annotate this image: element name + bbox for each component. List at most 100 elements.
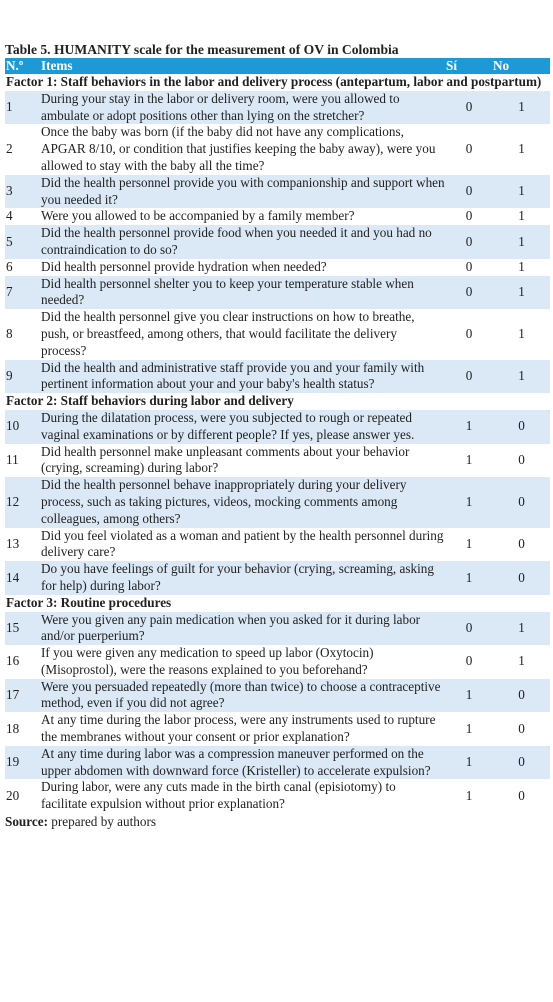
table-title: Table 5. HUMANITY scale for the measurem… — [5, 42, 399, 57]
header-cell: N.º — [5, 58, 40, 74]
item-number: 7 — [5, 275, 40, 310]
item-text: Did health personnel provide hydration w… — [41, 258, 327, 274]
yes-score: 1 — [465, 451, 473, 467]
yes-score: 1 — [445, 561, 492, 595]
item-text: At any time during labor was a compressi… — [40, 745, 445, 780]
item-row: 5 Did the health personnel provide food w… — [5, 225, 550, 259]
item-number: 18 — [6, 720, 20, 736]
item-row: 19 At any time during labor was a compres… — [5, 745, 550, 780]
yes-score: 1 — [445, 745, 492, 780]
item-row: 9 Did the health and administrative staff… — [5, 359, 550, 394]
item-number: 2 — [6, 141, 13, 157]
factor-title: Factor 2: Staff behaviors during labor a… — [6, 393, 294, 409]
item-text: Did the health personnel provide you wit… — [40, 174, 445, 209]
item-number: 20 — [6, 787, 20, 803]
item-number: 6 — [6, 258, 13, 274]
no-score: 0 — [518, 451, 525, 467]
item-number: 19 — [5, 745, 40, 780]
yes-score: 1 — [465, 535, 473, 551]
yes-score: 1 — [445, 477, 492, 528]
item-text: Were you given any pain medication when … — [40, 611, 445, 646]
item-number: 11 — [6, 451, 19, 467]
no-score: 0 — [492, 561, 550, 595]
item-row: 17 Were you persuaded repeatedly (more th… — [5, 678, 550, 713]
factor-row: Factor 3: Routine procedures — [5, 595, 550, 612]
item-row: 7 Did health personnel shelter you to kee… — [5, 275, 550, 310]
no-score: 0 — [492, 409, 550, 444]
no-score: 1 — [518, 653, 525, 669]
item-text: During labor, were any cuts made in the … — [41, 779, 396, 812]
no-score: 0 — [518, 787, 525, 803]
item-text: Do you have feelings of guilt for your b… — [40, 561, 445, 595]
item-row: 2 Once the baby was born (if the baby did… — [5, 124, 550, 174]
item-number: 5 — [5, 225, 40, 259]
item-row: 13 Did you feel violated as a woman and p… — [5, 528, 550, 562]
item-row: 4 Were you allowed to be accompanied by a… — [5, 208, 550, 225]
table: N.º Items Sí No Factor 1: Staff behaviors in… — [5, 58, 550, 813]
item-text: Were you allowed to be accompanied by a … — [41, 208, 355, 224]
item-number: 9 — [5, 359, 40, 394]
yes-score: 1 — [465, 720, 473, 736]
source-text: prepared by authors — [51, 814, 157, 830]
item-number: 3 — [5, 174, 40, 209]
yes-score: 0 — [445, 174, 492, 209]
yes-score: 0 — [445, 90, 492, 125]
no-score: 0 — [492, 477, 550, 528]
item-row: 18 At any time during the labor process, … — [5, 712, 550, 746]
no-score: 1 — [492, 225, 550, 259]
yes-score: 0 — [465, 208, 473, 224]
yes-score: 1 — [465, 787, 473, 803]
no-score: 1 — [518, 208, 525, 224]
item-number: 15 — [5, 611, 40, 646]
item-number: 1 — [5, 90, 40, 125]
header-cell: Sí — [445, 58, 492, 74]
header-cell: No — [492, 58, 550, 74]
item-text: Once the baby was born (if the baby did … — [41, 124, 436, 173]
item-text: If you were given any medication to spee… — [41, 645, 374, 677]
table-document: Table 5. HUMANITY scale for the measurem… — [5, 42, 550, 830]
no-score: 1 — [492, 359, 550, 394]
item-number: 13 — [6, 535, 20, 551]
item-number: 8 — [6, 325, 13, 341]
item-text: At any time during the labor process, we… — [41, 712, 436, 745]
item-text: Did health personnel shelter you to keep… — [40, 275, 445, 310]
yes-score: 0 — [445, 611, 492, 646]
yes-score: 1 — [445, 678, 492, 713]
item-text: Did health personnel make unpleasant com… — [41, 443, 410, 476]
factor-title: Factor 1: Staff behaviors in the labor a… — [6, 74, 542, 89]
factor-row: Factor 2: Staff behaviors during labor a… — [5, 393, 550, 410]
item-row: 1 During your stay in the labor or delive… — [5, 90, 550, 125]
item-row: 10 During the dilatation process, were yo… — [5, 409, 550, 444]
yes-score: 0 — [465, 325, 473, 341]
yes-score: 0 — [445, 225, 492, 259]
item-row: 12 Did the health personnel behave inappr… — [5, 477, 550, 528]
no-score: 1 — [518, 258, 525, 274]
no-score: 1 — [492, 275, 550, 310]
item-number: 10 — [5, 409, 40, 444]
item-text: Were you persuaded repeatedly (more than… — [40, 678, 445, 713]
no-score: 1 — [492, 611, 550, 646]
item-row: 8 Did the health personnel give you clear… — [5, 309, 550, 359]
item-number: 16 — [6, 653, 20, 669]
yes-score: 0 — [465, 653, 473, 669]
item-row: 16 If you were given any medication to sp… — [5, 645, 550, 679]
header-row: N.º Items Sí No — [5, 58, 550, 74]
item-text: During your stay in the labor or deliver… — [40, 90, 445, 125]
no-score: 0 — [518, 535, 525, 551]
item-row: 3 Did the health personnel provide you wi… — [5, 174, 550, 209]
yes-score: 0 — [445, 275, 492, 310]
item-text: Did you feel violated as a woman and pat… — [41, 527, 444, 560]
item-number: 12 — [5, 477, 40, 528]
item-number: 14 — [5, 561, 40, 595]
no-score: 1 — [492, 174, 550, 209]
item-text: Did the health personnel provide food wh… — [40, 225, 445, 259]
no-score: 0 — [492, 678, 550, 713]
no-score: 1 — [518, 325, 525, 341]
source-note: Source: prepared by authors — [5, 813, 550, 830]
item-text: Did the health personnel give you clear … — [41, 309, 415, 358]
no-score: 0 — [518, 720, 525, 736]
factor-row: Factor 1: Staff behaviors in the labor a… — [5, 74, 550, 91]
item-row: 20 During labor, were any cuts made in th… — [5, 779, 550, 813]
no-score: 1 — [518, 141, 525, 157]
